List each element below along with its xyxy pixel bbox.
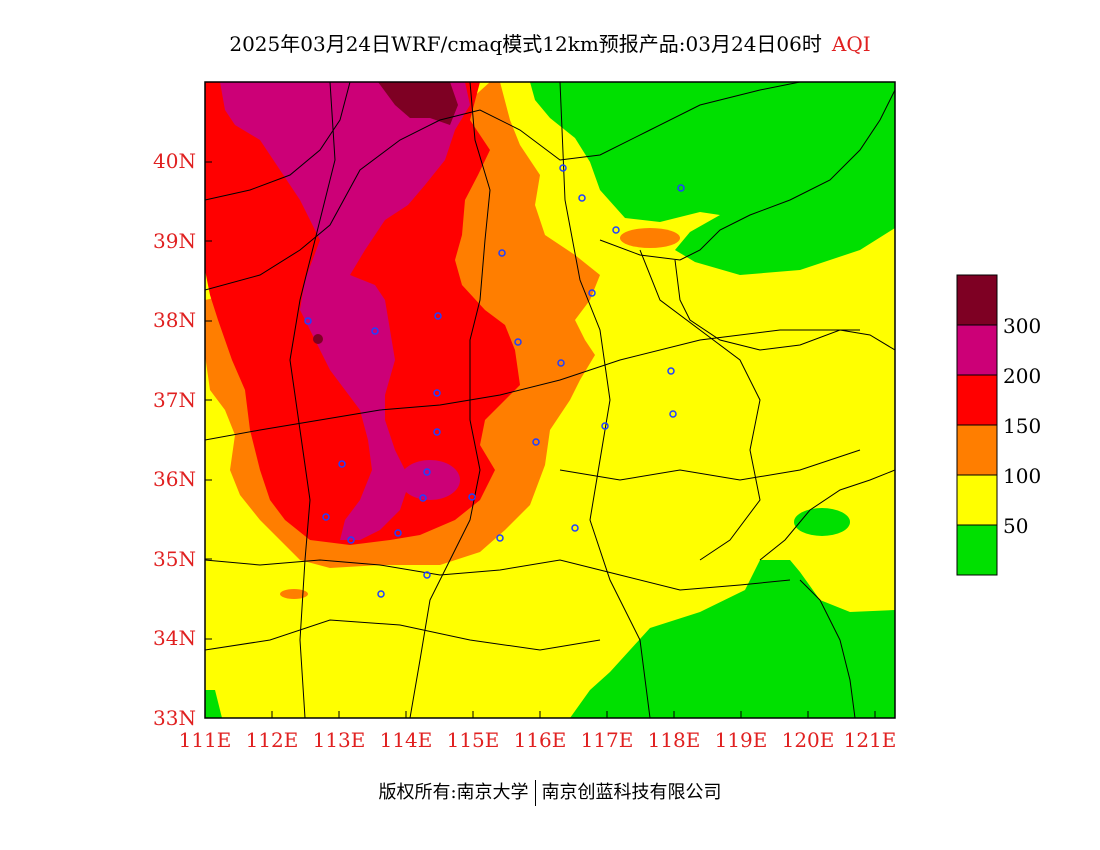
lon-label-115e: 115E bbox=[447, 728, 500, 752]
legend-label-150: 150 bbox=[1003, 414, 1041, 438]
city-marker bbox=[601, 422, 609, 430]
lat-label-33n: 33N bbox=[153, 706, 196, 730]
longitude-labels: 111E 112E 113E 114E 115E 116E 117E 118E … bbox=[179, 728, 897, 752]
legend-swatch-good bbox=[956, 524, 998, 576]
city-marker bbox=[423, 571, 431, 579]
city-marker bbox=[371, 327, 379, 335]
lat-label-34n: 34N bbox=[153, 626, 196, 650]
city-marker bbox=[532, 438, 540, 446]
boundary-line-6 bbox=[205, 619, 601, 651]
city-marker bbox=[514, 338, 522, 346]
city-marker bbox=[338, 460, 346, 468]
city-marker bbox=[347, 536, 355, 544]
boundary-line-5 bbox=[205, 329, 860, 441]
lat-label-37n: 37N bbox=[153, 388, 196, 412]
axis-ticks bbox=[204, 161, 876, 719]
legend-label-300: 300 bbox=[1003, 314, 1041, 338]
city-marker bbox=[496, 534, 504, 542]
legend-swatch-unhealthy bbox=[956, 374, 998, 426]
copyright-right: 南京创蓝科技有限公司 bbox=[541, 782, 722, 803]
coastline-4 bbox=[799, 579, 856, 718]
lon-label-121e: 121E bbox=[844, 728, 897, 752]
aqi-zone-green-southeast bbox=[570, 560, 895, 718]
city-marker bbox=[419, 494, 427, 502]
city-marker bbox=[434, 312, 442, 320]
legend-swatch-hazardous bbox=[956, 274, 998, 326]
aqi-zone-green-coast bbox=[794, 508, 850, 536]
legend-swatch-unhealthy-sensitive bbox=[956, 424, 998, 476]
boundary-line-1 bbox=[205, 82, 801, 291]
boundary-line-2 bbox=[409, 82, 491, 718]
city-marker bbox=[423, 468, 431, 476]
city-marker bbox=[557, 359, 565, 367]
city-marker bbox=[304, 317, 312, 325]
lon-label-113e: 113E bbox=[313, 728, 366, 752]
boundary-line-4 bbox=[559, 82, 651, 718]
aqi-zone-purple bbox=[220, 82, 470, 540]
city-marker bbox=[433, 428, 441, 436]
map-title: 2025年03月24日WRF/cmaq模式12km预报产品:03月24日06时 A… bbox=[0, 28, 1100, 57]
city-marker bbox=[433, 389, 441, 397]
city-marker bbox=[612, 226, 620, 234]
lon-label-120e: 120E bbox=[782, 728, 835, 752]
legend-swatch-moderate bbox=[956, 474, 998, 526]
legend-label-200: 200 bbox=[1003, 364, 1041, 388]
copyright-footer: 版权所有:南京大学 南京创蓝科技有限公司 bbox=[0, 778, 1100, 806]
aqi-zone-orange-bay bbox=[620, 228, 680, 248]
aqi-zone-green-corner bbox=[205, 690, 222, 718]
boundary-line-7 bbox=[289, 82, 336, 718]
coastline-2 bbox=[674, 259, 895, 351]
lon-label-112e: 112E bbox=[246, 728, 299, 752]
city-marker bbox=[667, 367, 675, 375]
lon-label-118e: 118E bbox=[648, 728, 701, 752]
lat-label-38n: 38N bbox=[153, 308, 196, 332]
city-markers bbox=[304, 164, 685, 598]
boundary-line-8 bbox=[639, 249, 761, 561]
lon-label-114e: 114E bbox=[380, 728, 433, 752]
city-marker bbox=[588, 289, 596, 297]
legend-swatch-very-unhealthy bbox=[956, 324, 998, 376]
lat-label-35n: 35N bbox=[153, 547, 196, 571]
coastline-3 bbox=[759, 469, 895, 561]
latitude-labels: 33N 34N 35N 36N 37N 38N 39N 40N bbox=[153, 149, 196, 730]
title-aqi-tag: AQI bbox=[831, 32, 871, 56]
lon-label-116e: 116E bbox=[514, 728, 567, 752]
aqi-legend: 50 100 150 200 300 bbox=[956, 274, 1041, 576]
lat-label-36n: 36N bbox=[153, 467, 196, 491]
boundary-line-9 bbox=[559, 449, 861, 481]
aqi-zone-purple-patch bbox=[400, 460, 460, 500]
aqi-fields bbox=[205, 82, 895, 718]
city-marker bbox=[468, 493, 476, 501]
lon-label-119e: 119E bbox=[715, 728, 768, 752]
boundary-lines bbox=[205, 82, 895, 718]
coastline-1 bbox=[599, 89, 895, 261]
aqi-zone-orange-small bbox=[280, 589, 308, 599]
legend-label-100: 100 bbox=[1003, 464, 1041, 488]
city-marker bbox=[322, 513, 330, 521]
legend-label-50: 50 bbox=[1003, 514, 1028, 538]
copyright-left: 版权所有:南京大学 bbox=[378, 782, 529, 803]
city-marker bbox=[498, 249, 506, 257]
lon-label-111e: 111E bbox=[179, 728, 232, 752]
city-marker bbox=[677, 184, 685, 192]
city-marker bbox=[669, 410, 677, 418]
footer-separator bbox=[534, 780, 536, 806]
title-text: 2025年03月24日WRF/cmaq模式12km预报产品:03月24日06时 bbox=[229, 32, 822, 56]
aqi-zone-maroon bbox=[378, 82, 458, 125]
boundary-line-3 bbox=[205, 559, 791, 591]
aqi-zone-maroon-dot bbox=[313, 334, 323, 344]
lat-label-39n: 39N bbox=[153, 229, 196, 253]
city-marker bbox=[578, 194, 586, 202]
aqi-zone-green-northeast bbox=[530, 82, 895, 275]
boundary-line-10 bbox=[205, 82, 351, 201]
city-marker bbox=[571, 524, 579, 532]
lat-label-40n: 40N bbox=[153, 149, 196, 173]
city-marker bbox=[394, 529, 402, 537]
city-marker bbox=[377, 590, 385, 598]
city-marker bbox=[559, 164, 567, 172]
lon-label-117e: 117E bbox=[581, 728, 634, 752]
